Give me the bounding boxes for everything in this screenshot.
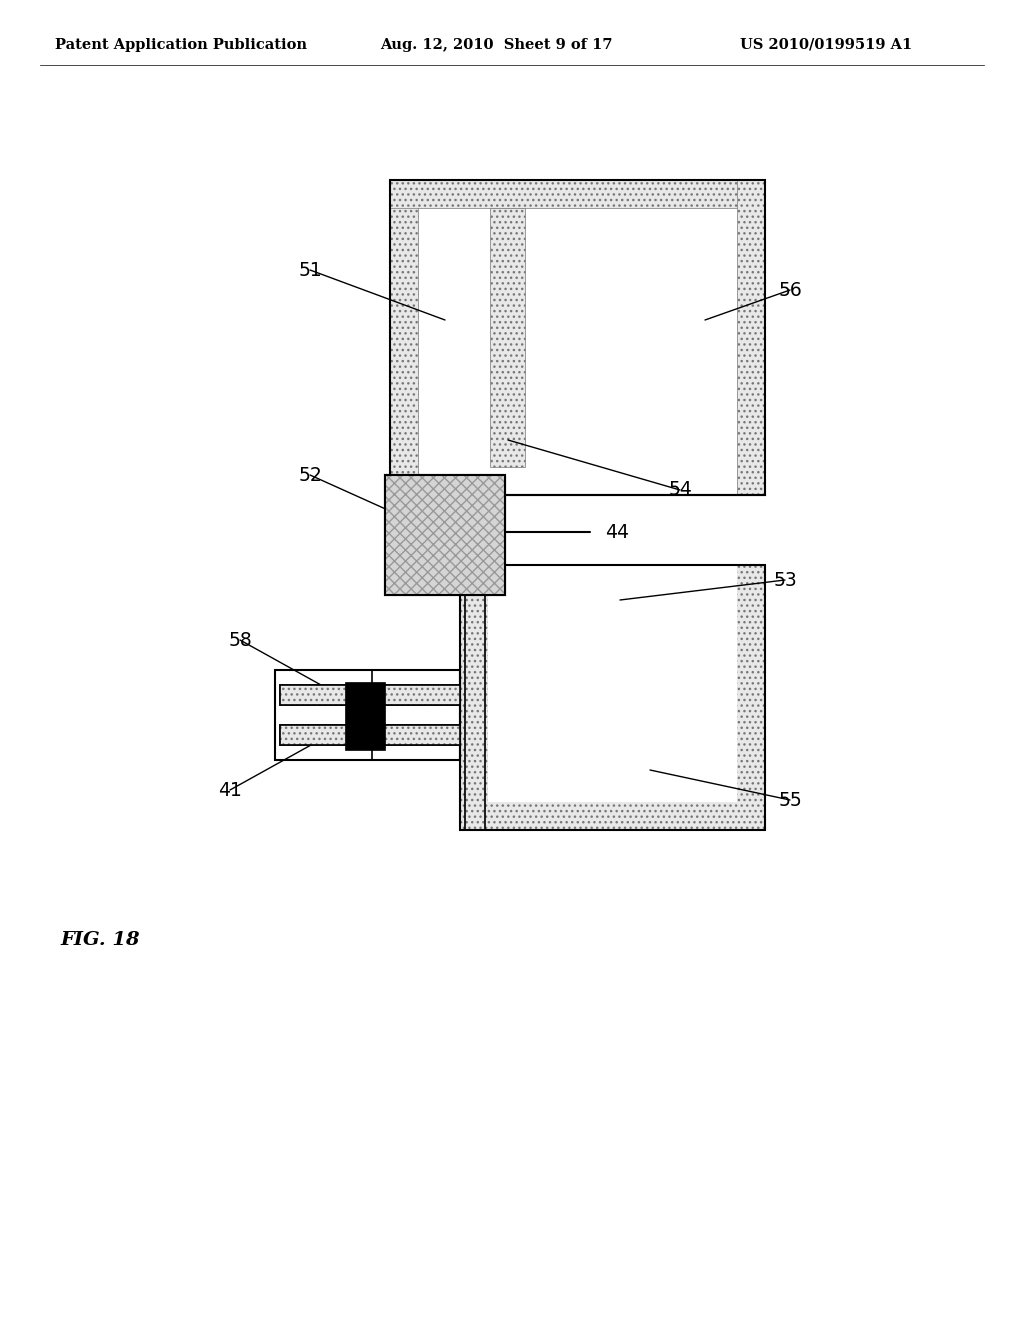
Text: Aug. 12, 2010  Sheet 9 of 17: Aug. 12, 2010 Sheet 9 of 17	[380, 38, 612, 51]
Bar	[488, 565, 737, 803]
Bar	[390, 180, 765, 495]
Text: 58: 58	[228, 631, 252, 649]
Bar	[345, 682, 385, 750]
Text: 54: 54	[668, 480, 692, 499]
Bar	[390, 180, 765, 209]
Bar	[418, 209, 737, 495]
Text: 51: 51	[298, 260, 322, 280]
Bar	[490, 209, 525, 467]
Bar	[460, 495, 490, 565]
Text: 41: 41	[218, 780, 242, 800]
Bar	[280, 685, 460, 705]
Text: 53: 53	[773, 570, 797, 590]
Bar	[275, 671, 460, 760]
Bar	[465, 495, 485, 830]
Text: 55: 55	[778, 791, 802, 809]
Bar	[280, 685, 460, 705]
Bar	[280, 725, 460, 744]
Text: 44: 44	[605, 523, 629, 541]
Bar	[280, 725, 460, 744]
Text: Patent Application Publication: Patent Application Publication	[55, 38, 307, 51]
Bar	[385, 475, 505, 595]
Bar	[385, 475, 505, 595]
Text: 52: 52	[298, 466, 322, 484]
Bar	[280, 725, 460, 744]
Bar	[460, 495, 490, 565]
Bar	[280, 685, 460, 705]
Bar	[460, 565, 765, 830]
Text: FIG. 18: FIG. 18	[60, 931, 139, 949]
Bar	[390, 180, 418, 495]
Text: US 2010/0199519 A1: US 2010/0199519 A1	[740, 38, 912, 51]
Bar	[460, 565, 765, 830]
Text: 56: 56	[778, 281, 802, 300]
Bar	[737, 180, 765, 495]
Bar	[385, 475, 505, 595]
